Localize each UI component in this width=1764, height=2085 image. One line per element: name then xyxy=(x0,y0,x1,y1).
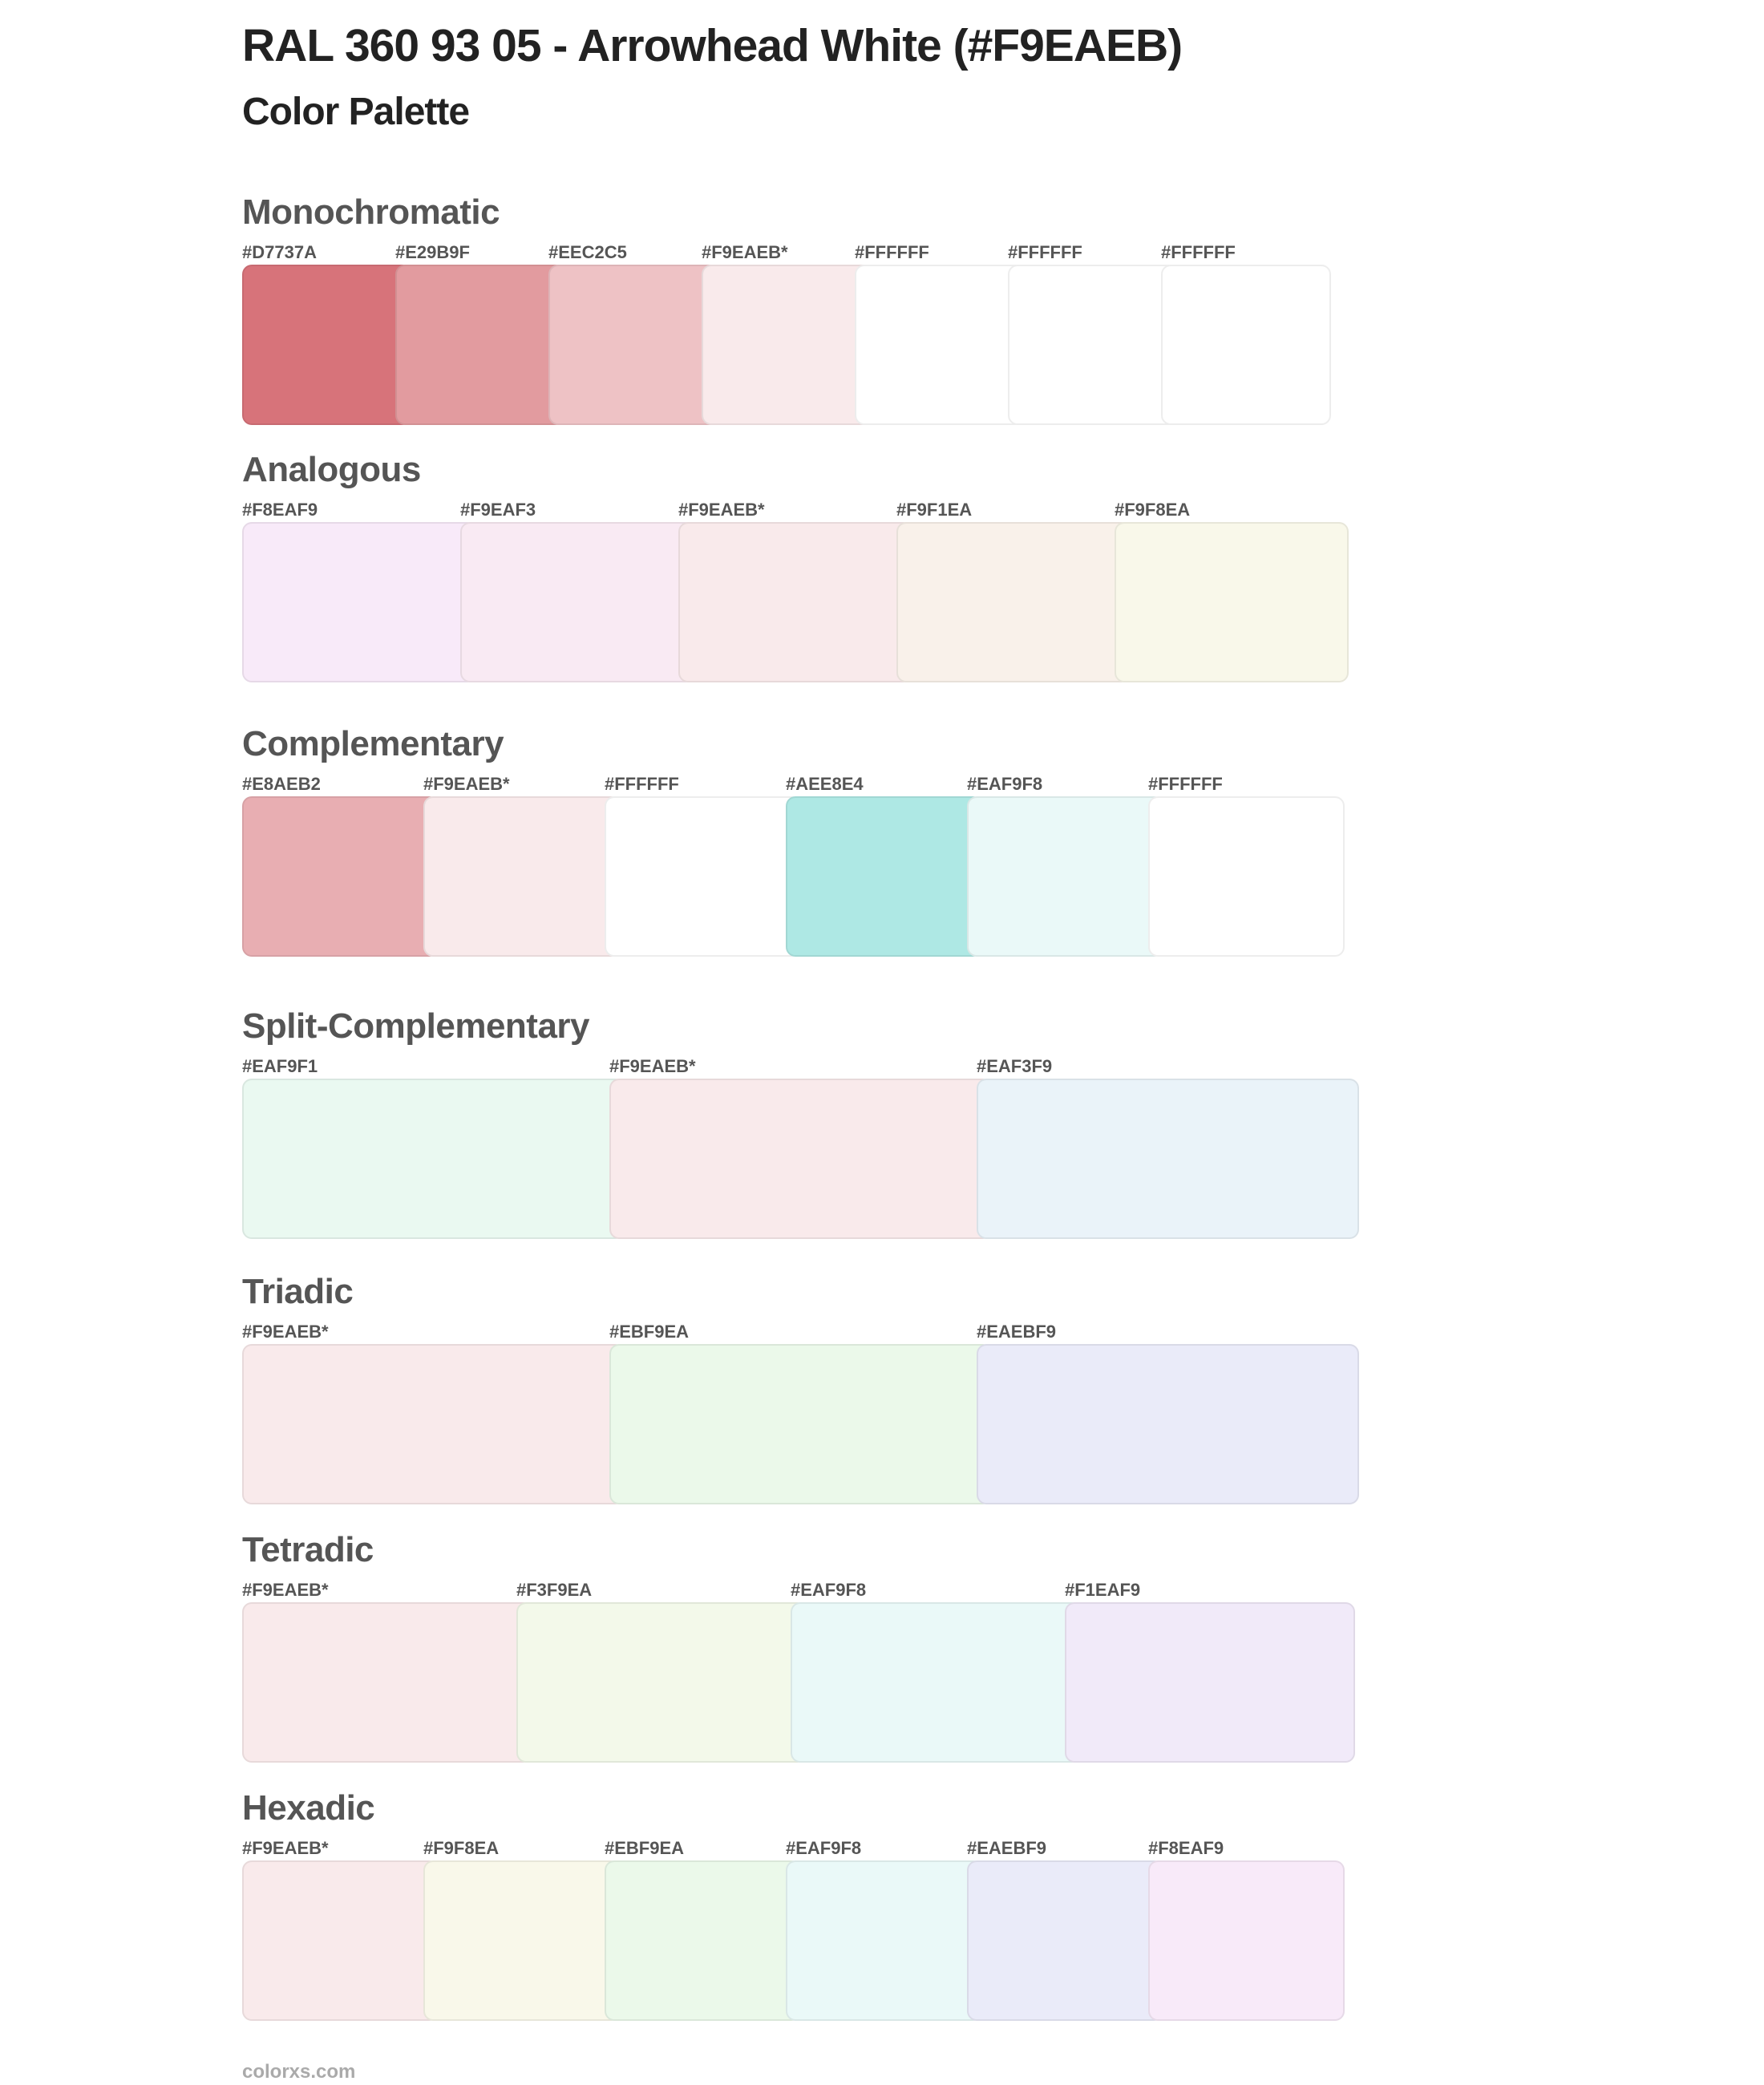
swatch-hex-label: #FFFFFF xyxy=(1161,242,1236,262)
swatch-hex-label: #EAF9F8 xyxy=(967,774,1043,794)
section-heading-analogous: Analogous xyxy=(242,450,421,489)
swatch-hex-label: #EAF9F8 xyxy=(786,1838,862,1858)
swatch-hex-label: #AEE8E4 xyxy=(786,774,864,794)
swatch-hex-label: #F9F1EA xyxy=(896,500,973,520)
swatch-hex-label: #F9EAF3 xyxy=(460,500,536,520)
color-swatch[interactable] xyxy=(678,522,912,682)
color-swatch[interactable] xyxy=(1161,265,1331,425)
color-swatch[interactable] xyxy=(516,1602,807,1763)
swatch-hex-label: #F9F8EA xyxy=(423,1838,500,1858)
color-swatch[interactable] xyxy=(967,796,1163,957)
color-swatch[interactable] xyxy=(1065,1602,1355,1763)
color-swatch[interactable] xyxy=(609,1079,992,1239)
color-swatch[interactable] xyxy=(242,1860,439,2021)
section-heading-complementary: Complementary xyxy=(242,724,504,763)
color-swatch[interactable] xyxy=(242,1602,532,1763)
swatch-hex-label: #EAF9F8 xyxy=(791,1580,867,1600)
swatch-hex-label: #EBF9EA xyxy=(605,1838,685,1858)
swatch-hex-label: #F9EAEB* xyxy=(678,500,765,520)
color-swatch[interactable] xyxy=(855,265,1025,425)
swatch-hex-label: #F8EAF9 xyxy=(1148,1838,1224,1858)
swatch-hex-label: #FFFFFF xyxy=(1148,774,1223,794)
color-swatch[interactable] xyxy=(423,1860,620,2021)
footer-site-link[interactable]: colorxs.com xyxy=(242,2061,356,2083)
color-swatch[interactable] xyxy=(1148,796,1345,957)
swatch-hex-label: #E29B9F xyxy=(395,242,470,262)
swatch-hex-label: #F9EAEB* xyxy=(242,1838,329,1858)
color-swatch[interactable] xyxy=(786,796,982,957)
section-heading-hexadic: Hexadic xyxy=(242,1788,375,1828)
color-swatch[interactable] xyxy=(460,522,694,682)
swatch-hex-label: #F9EAEB* xyxy=(702,242,788,262)
swatch-hex-label: #EAF9F1 xyxy=(242,1056,318,1076)
color-swatch[interactable] xyxy=(896,522,1131,682)
swatch-hex-label: #F3F9EA xyxy=(516,1580,593,1600)
swatch-hex-label: #F9F8EA xyxy=(1115,500,1191,520)
swatch-hex-label: #EAEBF9 xyxy=(977,1322,1057,1342)
section-heading-split-complementary: Split-Complementary xyxy=(242,1006,590,1046)
swatch-hex-label: #EAF3F9 xyxy=(977,1056,1053,1076)
swatch-hex-label: #FFFFFF xyxy=(855,242,929,262)
color-swatch[interactable] xyxy=(242,1079,625,1239)
color-swatch[interactable] xyxy=(242,265,412,425)
section-heading-tetradic: Tetradic xyxy=(242,1530,374,1569)
color-swatch[interactable] xyxy=(1008,265,1178,425)
section-heading-triadic: Triadic xyxy=(242,1272,354,1311)
section-heading-monochromatic: Monochromatic xyxy=(242,192,500,232)
color-swatch[interactable] xyxy=(423,796,620,957)
swatch-hex-label: #EBF9EA xyxy=(609,1322,690,1342)
color-swatch[interactable] xyxy=(1115,522,1349,682)
color-swatch[interactable] xyxy=(609,1344,992,1504)
color-swatch[interactable] xyxy=(605,796,801,957)
color-swatch[interactable] xyxy=(702,265,872,425)
swatch-hex-label: #F9EAEB* xyxy=(242,1322,329,1342)
color-swatch[interactable] xyxy=(548,265,718,425)
color-swatch[interactable] xyxy=(242,796,439,957)
color-swatch[interactable] xyxy=(1148,1860,1345,2021)
color-swatch[interactable] xyxy=(242,522,476,682)
color-swatch[interactable] xyxy=(395,265,565,425)
page-title: RAL 360 93 05 - Arrowhead White (#F9EAEB… xyxy=(242,20,1183,71)
color-swatch[interactable] xyxy=(967,1860,1163,2021)
color-swatch[interactable] xyxy=(605,1860,801,2021)
swatch-hex-label: #FFFFFF xyxy=(1008,242,1082,262)
color-swatch[interactable] xyxy=(242,1344,625,1504)
color-swatch[interactable] xyxy=(977,1079,1359,1239)
page-subtitle: Color Palette xyxy=(242,91,470,133)
color-swatch[interactable] xyxy=(791,1602,1081,1763)
swatch-hex-label: #F1EAF9 xyxy=(1065,1580,1141,1600)
swatch-hex-label: #EEC2C5 xyxy=(548,242,627,262)
color-swatch[interactable] xyxy=(977,1344,1359,1504)
swatch-hex-label: #F9EAEB* xyxy=(242,1580,329,1600)
swatch-hex-label: #FFFFFF xyxy=(605,774,679,794)
swatch-hex-label: #E8AEB2 xyxy=(242,774,321,794)
swatch-hex-label: #F9EAEB* xyxy=(423,774,510,794)
swatch-hex-label: #D7737A xyxy=(242,242,317,262)
color-swatch[interactable] xyxy=(786,1860,982,2021)
swatch-hex-label: #F9EAEB* xyxy=(609,1056,696,1076)
swatch-hex-label: #EAEBF9 xyxy=(967,1838,1047,1858)
swatch-hex-label: #F8EAF9 xyxy=(242,500,318,520)
